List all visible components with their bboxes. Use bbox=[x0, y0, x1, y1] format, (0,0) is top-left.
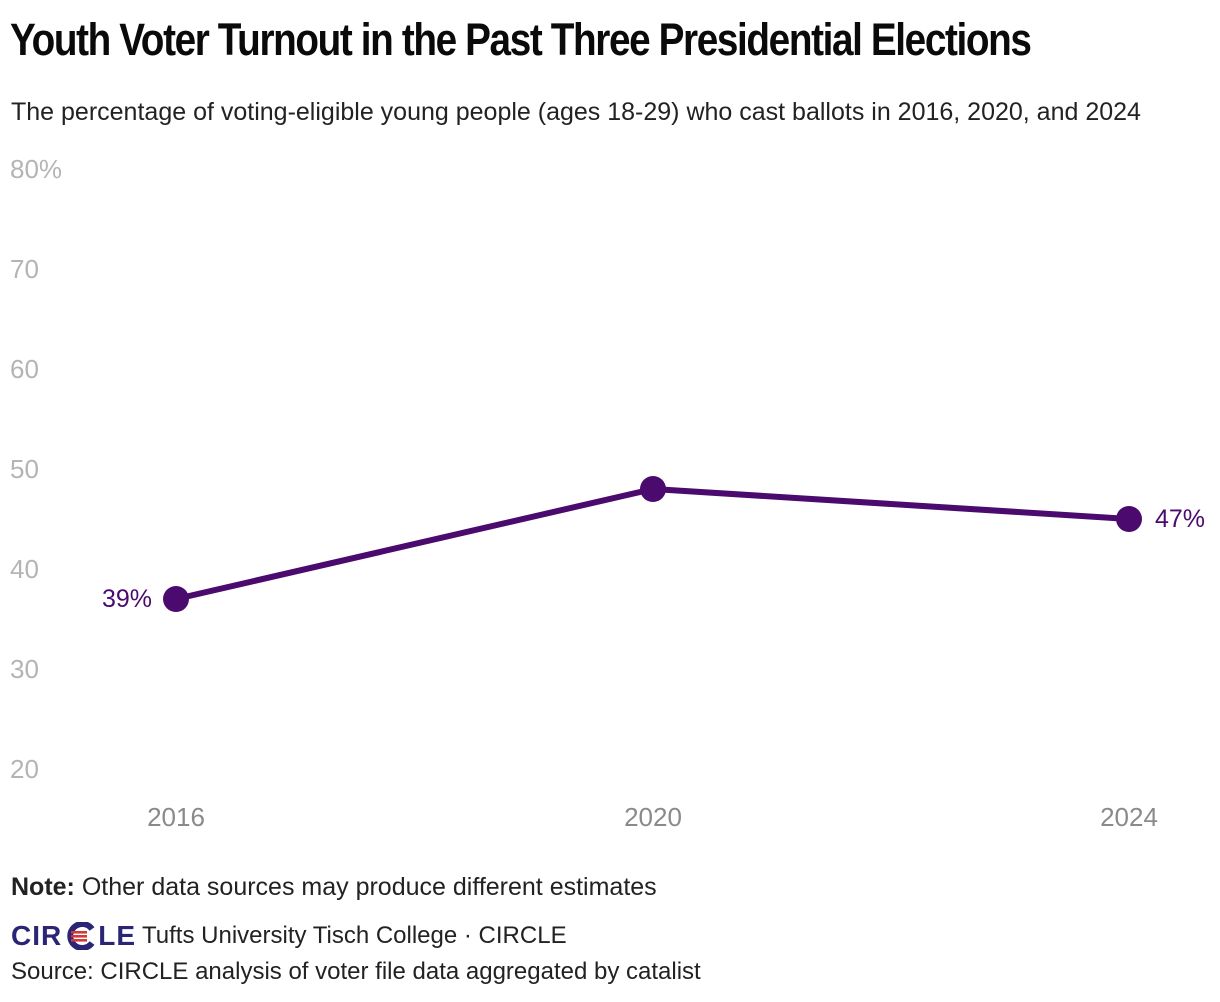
source-line: Source: CIRCLE analysis of voter file da… bbox=[11, 958, 701, 985]
x-tick-label: 2024 bbox=[1100, 802, 1158, 832]
y-tick-label: 80% bbox=[10, 154, 62, 184]
y-axis: 80% 70 60 50 40 30 20 bbox=[10, 154, 62, 784]
y-tick-label: 50 bbox=[10, 454, 39, 484]
series-line bbox=[173, 486, 1132, 602]
y-tick-label: 20 bbox=[10, 754, 39, 784]
data-label: 39% bbox=[102, 585, 152, 613]
attribution: Tufts University Tisch College · CIRCLE bbox=[142, 922, 567, 949]
y-tick-label: 30 bbox=[10, 654, 39, 684]
flag-c-icon bbox=[67, 922, 95, 950]
logo-text-right: LE bbox=[98, 920, 137, 951]
note-text: Other data sources may produce different… bbox=[81, 873, 657, 901]
y-tick-label: 40 bbox=[10, 554, 39, 584]
logo-text-left: CIR bbox=[11, 920, 63, 951]
chart-title: Youth Voter Turnout in the Past Three Pr… bbox=[10, 14, 1032, 65]
circle-logo: CIR LE bbox=[11, 920, 136, 952]
y-tick-label: 60 bbox=[10, 354, 39, 384]
brand-row: CIR LE Tufts University Tisch College · … bbox=[11, 918, 567, 954]
data-label: 47% bbox=[1155, 505, 1205, 533]
x-tick-label: 2020 bbox=[624, 802, 682, 832]
chart-subtitle: The percentage of voting-eligible young … bbox=[11, 98, 1141, 126]
series-layer: 39% 47% bbox=[102, 476, 1205, 613]
note-label: Note: bbox=[11, 873, 75, 901]
data-point bbox=[640, 476, 666, 502]
y-tick-label: 70 bbox=[10, 254, 39, 284]
note: Note: Other data sources may produce dif… bbox=[11, 873, 657, 902]
data-point bbox=[1116, 506, 1142, 532]
line-chart: 80% 70 60 50 40 30 20 2016 2020 2024 39% 47% bbox=[10, 154, 1205, 832]
x-tick-label: 2016 bbox=[147, 802, 205, 832]
x-axis: 2016 2020 2024 bbox=[147, 802, 1158, 832]
data-point bbox=[163, 586, 189, 612]
